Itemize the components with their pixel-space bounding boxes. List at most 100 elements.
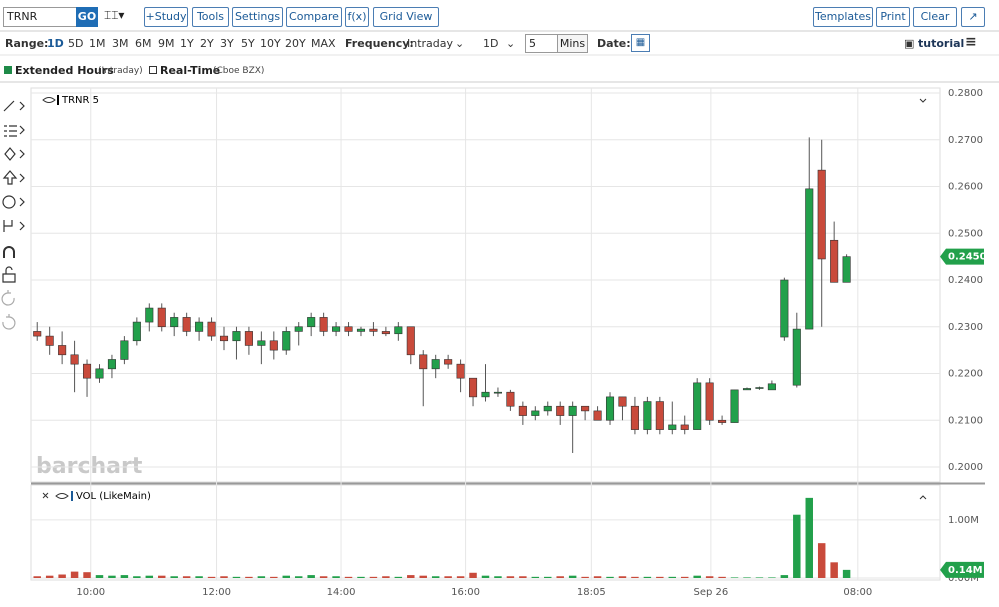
tool-icon[interactable] [3, 100, 25, 112]
interval-input[interactable]: 5 [525, 34, 558, 53]
x-tick-label: 16:00 [451, 587, 480, 598]
volume-bar [369, 576, 378, 578]
expand-button[interactable]: ↗ [961, 7, 985, 27]
volume-bar [643, 576, 652, 578]
visibility-icon[interactable] [55, 493, 69, 499]
volume-bar [282, 575, 291, 578]
toolbar-button[interactable]: +Study [144, 7, 188, 27]
volume-bar [544, 576, 552, 578]
legend-note: (Intraday) [98, 66, 143, 76]
series-swatch [57, 95, 59, 105]
volume-bar [469, 572, 477, 578]
visibility-icon[interactable] [42, 97, 56, 103]
toolbar-button[interactable]: Print [876, 7, 910, 27]
y-tick-label: 0.00M [948, 573, 979, 584]
menu-icon[interactable]: ≡ [965, 34, 977, 50]
tool-icon[interactable] [3, 220, 25, 232]
tool-icon[interactable] [2, 266, 16, 283]
range-option[interactable]: 1D [47, 37, 64, 50]
candle-body [33, 331, 42, 337]
toolbar-button[interactable]: f(x) [345, 7, 369, 27]
y-tick-label: 0.2500 [948, 228, 983, 239]
tool-icon[interactable] [1, 290, 15, 306]
volume-bar [730, 577, 739, 578]
calendar-button[interactable]: ▦ [631, 34, 650, 52]
volume-bar [693, 575, 701, 578]
x-tick-label: Sep 26 [693, 587, 728, 598]
toolbar-button[interactable]: Settings [232, 7, 283, 27]
tool-icon[interactable] [2, 195, 16, 209]
volume-bar [556, 576, 564, 578]
volume-bar [519, 576, 527, 578]
drawing-tools [1, 100, 25, 330]
volume-bar [83, 572, 91, 578]
toolbar-button[interactable]: Clear [913, 7, 957, 27]
close-icon[interactable] [42, 492, 49, 499]
candle-body [406, 326, 415, 356]
candle-body [817, 169, 826, 260]
x-tick-label: 10:00 [76, 587, 105, 598]
tool-icon[interactable] [2, 170, 25, 185]
chart-type-icon[interactable]: ⌶⌶▾ [104, 8, 125, 22]
range-option[interactable]: 9M [158, 37, 175, 50]
candle-body [207, 321, 216, 337]
tutorial-link[interactable]: tutorial [918, 37, 965, 50]
range-option[interactable]: 2Y [200, 37, 214, 50]
tool-icon[interactable] [2, 314, 16, 330]
toolbar-button[interactable]: Templates [813, 7, 873, 27]
candle-body [319, 317, 328, 332]
range-option[interactable]: 10Y [260, 37, 281, 50]
expand-icon[interactable] [919, 495, 927, 500]
volume-bar [494, 576, 502, 578]
dropdown-icon[interactable]: ⌄ [455, 37, 465, 50]
volume-bar [705, 576, 714, 578]
tutorial-icon[interactable]: ▣ [904, 37, 915, 50]
volume-bar [294, 576, 303, 578]
toolbar-button[interactable]: Grid View [373, 7, 439, 27]
volume-pane [30, 484, 941, 581]
candle-body [655, 401, 664, 430]
tool-icon[interactable] [4, 125, 25, 137]
range-option[interactable]: 20Y [285, 37, 306, 50]
tool-icon[interactable] [4, 147, 25, 161]
volume-bar [444, 576, 452, 578]
volume-bar [394, 576, 403, 578]
range-option[interactable]: 6M [135, 37, 152, 50]
range-option[interactable]: 1Y [180, 37, 194, 50]
symbol-input[interactable]: TRNR [3, 7, 78, 27]
go-button[interactable]: GO [76, 7, 98, 27]
frequency-select[interactable]: Intraday [407, 37, 454, 50]
dropdown-icon[interactable]: ⌄ [506, 37, 516, 50]
volume-bar [631, 576, 639, 578]
volume-bar [108, 575, 116, 578]
volume-bar [245, 576, 253, 578]
collapse-icon[interactable] [919, 98, 927, 103]
x-tick-label: 14:00 [327, 587, 356, 598]
last-volume-label: 0.14M [948, 565, 983, 576]
frequency-label: Frequency: [345, 37, 414, 50]
volume-bar [120, 575, 129, 578]
legend-label: Real-Time [160, 64, 221, 77]
candle-body [568, 405, 577, 416]
range-option[interactable]: 3Y [220, 37, 234, 50]
tool-icon[interactable] [3, 246, 15, 258]
candle-body [307, 317, 316, 328]
range-option[interactable]: 5Y [241, 37, 255, 50]
range-option[interactable]: 1M [89, 37, 106, 50]
range-option[interactable]: MAX [311, 37, 336, 50]
candle-body [593, 410, 602, 421]
volume-bar [344, 576, 353, 578]
aggregation-select[interactable]: 1D [483, 37, 499, 50]
volume-bar [182, 576, 191, 578]
candle-body [356, 328, 366, 332]
date-label: Date: [597, 37, 631, 50]
candle-body [381, 331, 390, 335]
interval-unit: Mins [557, 34, 588, 53]
toolbar-button[interactable]: Compare [286, 7, 342, 27]
toolbar-button[interactable]: Tools [192, 7, 229, 27]
volume-bar [593, 576, 602, 578]
range-option[interactable]: 3M [112, 37, 129, 50]
range-option[interactable]: 5D [68, 37, 84, 50]
candle-body [730, 389, 739, 423]
